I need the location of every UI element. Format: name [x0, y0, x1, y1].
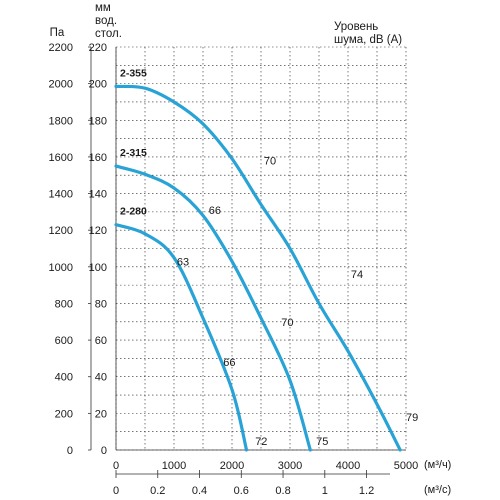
pa-axis-header: Па [50, 27, 65, 39]
x-secondary-unit-label: (м³/с) [424, 484, 451, 496]
y-mm-tick-label: 180 [89, 115, 107, 127]
noise-level-label: 72 [255, 436, 267, 448]
y-mm-tick-label: 220 [89, 42, 107, 54]
y-pa-tick-label: 1600 [49, 152, 73, 164]
y-mm-tick-label: 120 [89, 225, 107, 237]
noise-level-label: 70 [281, 317, 293, 329]
series-line-2-315 [114, 164, 312, 452]
y-pa-tick-label: 200 [55, 408, 73, 420]
y-pa-tick-label: 600 [55, 335, 73, 347]
x-tick-label: 4000 [336, 460, 360, 472]
labels-group: 2-355 70 74 79 2-315 66 70 75 2-280 63 66 72 [120, 67, 418, 447]
noise-level-label: 66 [209, 205, 221, 217]
mm-axis-header-line-2: вод. [95, 15, 117, 27]
x-secondary-tick-label: 0 [113, 485, 119, 497]
y-pa-tick-label: 400 [55, 372, 73, 384]
y-mm-tick-label: 80 [95, 298, 107, 310]
axes: 0200400600800100012001400160018002000220… [49, 42, 452, 497]
y-pa-tick-label: 0 [67, 445, 73, 457]
header-labels: Па мм вод. стол. Уровень шума, dB (A) [50, 2, 403, 46]
y-mm-tick-label: 100 [89, 262, 107, 274]
x-secondary-tick-label: 0.6 [234, 485, 249, 497]
noise-header-line-1: Уровень [334, 21, 378, 33]
y-pa-tick-label: 800 [55, 298, 73, 310]
noise-header-line-2: шума, dB (A) [334, 34, 402, 46]
x-secondary-tick-label: 0.4 [192, 485, 207, 497]
noise-level-label: 75 [316, 436, 328, 448]
series-label-2-315: 2-315 [120, 147, 147, 159]
series-label-2-355: 2-355 [120, 67, 147, 79]
x-secondary-tick-label: 1 [322, 485, 328, 497]
noise-level-label: 70 [264, 156, 276, 168]
mm-axis-header-line-3: стол. [95, 28, 122, 40]
y-mm-tick-label: 160 [89, 152, 107, 164]
x-tick-label: 1000 [162, 460, 186, 472]
y-pa-tick-label: 1200 [49, 225, 73, 237]
y-pa-tick-label: 1000 [49, 262, 73, 274]
x-secondary-tick-label: 1.2 [359, 485, 374, 497]
noise-level-label: 66 [223, 357, 235, 369]
mm-axis-header-line-1: мм [95, 2, 111, 14]
series-line-2-280 [114, 223, 249, 452]
series-group [114, 84, 402, 452]
noise-level-label: 79 [406, 412, 418, 424]
x-unit-label: (м³/ч) [424, 459, 451, 471]
series-label-2-280: 2-280 [120, 206, 147, 218]
y-mm-tick-label: 40 [95, 372, 107, 384]
series-line-2-355 [114, 84, 402, 452]
y-mm-tick-label: 140 [89, 189, 107, 201]
noise-level-label: 63 [177, 256, 189, 268]
x-tick-label: 2000 [220, 460, 244, 472]
grid [115, 46, 407, 451]
x-secondary-tick-label: 0.8 [275, 485, 290, 497]
y-mm-tick-label: 60 [95, 335, 107, 347]
y-pa-tick-label: 1800 [49, 115, 73, 127]
y-pa-tick-label: 2200 [49, 42, 73, 54]
x-tick-label: 0 [113, 460, 119, 472]
y-mm-tick-label: 200 [89, 79, 107, 91]
y-pa-tick-label: 1400 [49, 189, 73, 201]
y-mm-tick-label: 20 [95, 408, 107, 420]
y-mm-tick-label: 0 [101, 445, 107, 457]
x-tick-label: 3000 [278, 460, 302, 472]
x-tick-label: 5000 [394, 460, 418, 472]
y-pa-tick-label: 2000 [49, 79, 73, 91]
x-secondary-tick-label: 0.2 [150, 485, 165, 497]
noise-level-label: 74 [351, 269, 363, 281]
